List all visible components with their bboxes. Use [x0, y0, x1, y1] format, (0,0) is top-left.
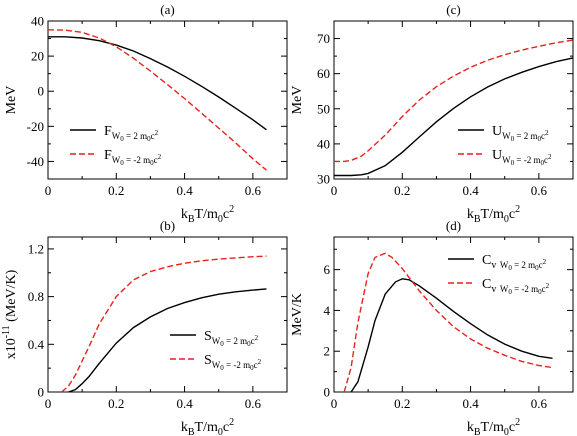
x-tick-label: 0.4 [176, 396, 193, 411]
panel-label: (d) [446, 218, 461, 233]
y-tick-label: 20 [31, 49, 44, 64]
legend-label-2: Cv W0 = -2 m0c2 [482, 277, 550, 296]
legend-label-1: UW0 = 2 m0c2 [492, 124, 549, 143]
chart-panel-4: 0 0.2 0.4 0.6 0 2 4 6 (d) kBT/m0c2 MeV/K Cv W0 = 2 … [290, 218, 574, 436]
legend-label-2: UW0 = -2 m0c2 [492, 148, 552, 167]
legend-label-2: SW0 = -2 m0c2 [204, 353, 262, 372]
x-tick-label: 0 [331, 396, 338, 411]
y-tick-label: 50 [317, 101, 330, 116]
x-tick-label: 0.4 [462, 183, 479, 198]
x-tick-label: 0.6 [245, 183, 262, 198]
legend-label-1: SW0 = 2 m0c2 [204, 329, 259, 348]
panel-label: (b) [160, 218, 175, 233]
x-tick-label: 0 [331, 183, 338, 198]
panel-label: (c) [446, 2, 460, 17]
x-axis-label: kBT/m0c2 [467, 204, 520, 225]
series-line-1 [48, 36, 267, 131]
y-tick-label: 4 [324, 303, 331, 318]
y-tick-label: 0 [38, 385, 45, 400]
x-tick-label: 0 [45, 396, 52, 411]
legend-label-1: Cv W0 = 2 m0c2 [482, 253, 547, 272]
x-tick-label: 0.4 [462, 396, 479, 411]
series-line-2 [334, 39, 574, 163]
x-tick-label: 0.2 [394, 183, 410, 198]
y-tick-label: 1.2 [28, 241, 44, 256]
y-tick-label: 60 [317, 66, 330, 81]
x-axis-label: kBT/m0c2 [181, 204, 234, 225]
chart-panel-2: 0 0.2 0.4 0.6 0 0.4 0.8 1.2 (b) kBT/m0c2 x10-11 (M… [1, 218, 288, 436]
series-line-1 [334, 57, 574, 177]
x-tick-label: 0.2 [108, 183, 124, 198]
y-tick-label: -40 [27, 154, 44, 169]
plot-frame [47, 20, 288, 180]
y-tick-label: 2 [324, 344, 331, 359]
y-tick-label: 40 [317, 136, 330, 151]
x-axis-label: kBT/m0c2 [181, 417, 234, 436]
y-tick-label: 0.8 [28, 289, 44, 304]
chart-panel-3: 0 0.2 0.4 0.6 30 40 50 60 70 (c) kBT/m0c2 MeV UW0 = … [290, 2, 574, 225]
y-tick-label: 0 [38, 84, 45, 99]
x-tick-label: 0.6 [245, 396, 262, 411]
y-axis-label: x10-11 (MeV/K) [1, 269, 19, 359]
y-axis-label: MeV [4, 86, 19, 115]
x-tick-label: 0.2 [108, 396, 124, 411]
y-axis-label: MeV/K [290, 293, 305, 336]
x-axis-label: kBT/m0c2 [467, 417, 520, 436]
x-tick-label: 0.2 [394, 396, 410, 411]
x-tick-label: 0 [45, 183, 52, 198]
series-line-1 [68, 288, 267, 393]
series-line-1 [350, 278, 553, 393]
series-line-2 [47, 29, 267, 171]
plot-frame [333, 236, 574, 393]
x-tick-label: 0.6 [531, 183, 548, 198]
y-tick-label: -20 [27, 119, 44, 134]
series-line-2 [61, 255, 267, 393]
x-tick-label: 0.6 [531, 396, 548, 411]
y-tick-label: 0.4 [28, 337, 45, 352]
plot-frame [47, 236, 288, 393]
x-tick-label: 0.4 [176, 183, 193, 198]
series-line-2 [343, 252, 553, 393]
y-tick-label: 6 [324, 262, 331, 277]
chart-panel-1: 0 0.2 0.4 0.6 -40 -20 0 20 40 (a) kBT/m0c2 MeV FW0 =… [4, 2, 288, 225]
y-axis-label: MeV [290, 86, 305, 115]
legend-label-1: FW0 = 2 m0c2 [104, 124, 159, 143]
panel-label: (a) [160, 2, 174, 17]
y-tick-label: 70 [317, 31, 330, 46]
y-tick-label: 40 [31, 14, 44, 29]
y-tick-label: 30 [317, 172, 330, 187]
y-tick-label: 0 [324, 385, 331, 400]
legend-label-2: FW0 = -2 m0c2 [104, 148, 162, 167]
plot-frame [333, 20, 574, 180]
